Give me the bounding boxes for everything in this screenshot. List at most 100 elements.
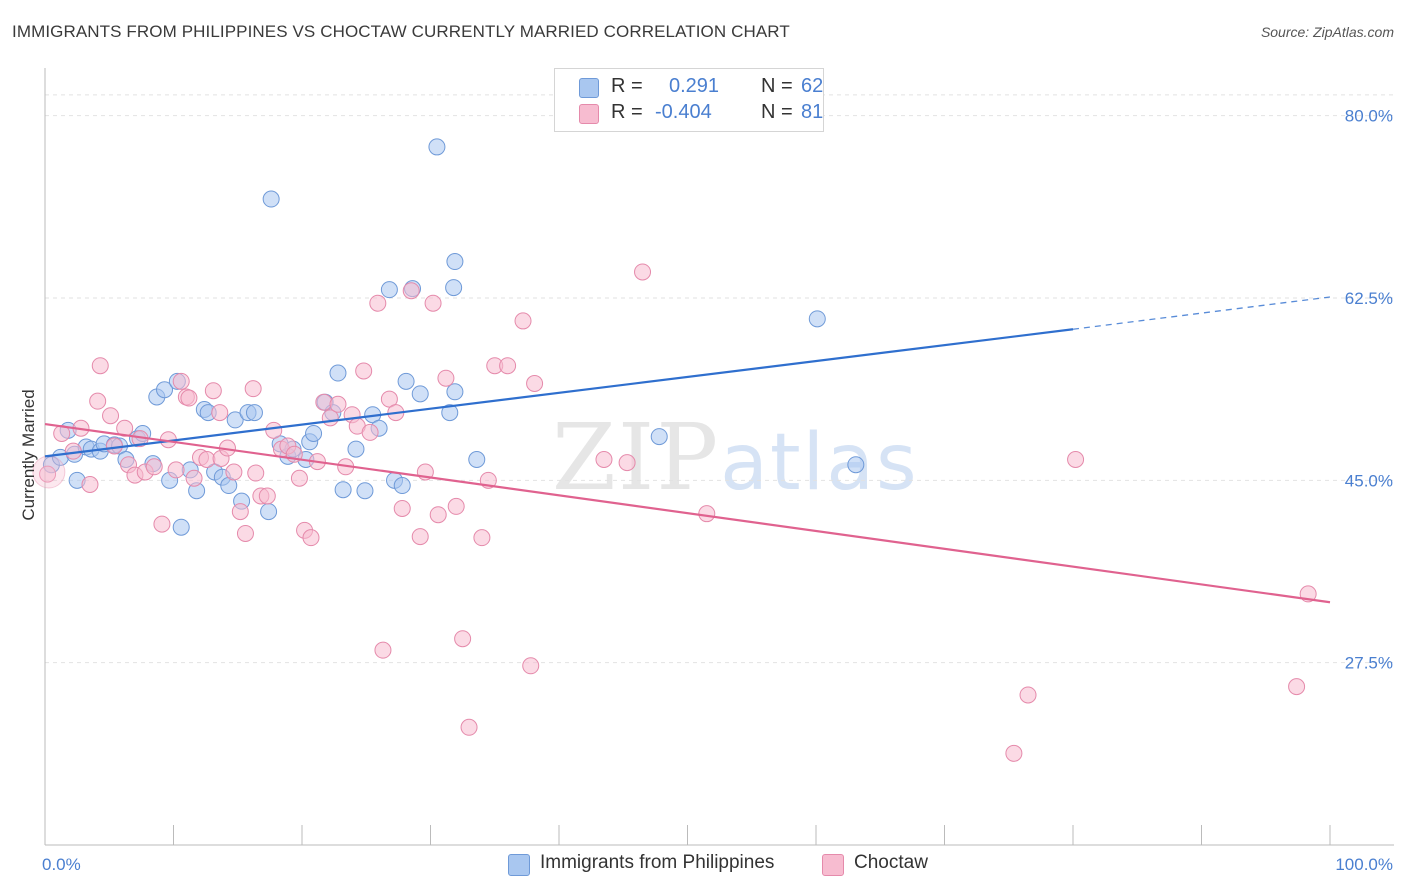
point-choctaw [499,357,517,375]
watermark: ZIPatlas [552,404,919,511]
point-philippines [245,404,263,422]
point-choctaw [185,469,203,487]
watermark-atlas: atlas [720,418,919,508]
correlation-legend: R = 0.291 N = 62 R = -0.404 N = 81 [554,68,824,132]
trend-line-philippines [44,328,1074,458]
point-choctaw [102,407,120,425]
point-choctaw [447,497,465,515]
point-choctaw [105,437,123,455]
point-choctaw [374,641,392,659]
point-choctaw [473,529,491,547]
point-philippines [380,281,398,299]
point-choctaw [258,487,276,505]
point-choctaw [290,469,308,487]
point-choctaw [526,374,544,392]
legend-swatch-choctaw [579,104,599,124]
point-choctaw [355,362,373,380]
point-choctaw [167,461,185,479]
point-philippines [172,518,190,536]
legend-n-label: N = [761,75,793,97]
point-philippines [650,428,668,446]
point-choctaw [89,392,107,410]
point-philippines [305,424,323,442]
y-tick-label: 62.5% [1345,289,1393,308]
legend-swatch-choctaw [822,854,844,876]
chart-title: IMMIGRANTS FROM PHILIPPINES VS CHOCTAW C… [12,22,790,41]
legend-swatch-philippines [508,854,530,876]
point-choctaw [1288,678,1306,696]
point-choctaw [81,476,99,494]
point-choctaw [1005,744,1023,762]
point-choctaw [429,506,447,524]
legend-r-value: -0.404 [655,101,712,123]
point-choctaw [1019,686,1037,704]
point-choctaw [411,528,429,546]
point-philippines [446,383,464,401]
point-choctaw [172,372,190,390]
point-choctaw [514,312,532,330]
point-choctaw [698,505,716,523]
point-philippines [260,503,278,521]
legend-n-label: N = [761,101,793,123]
legend-label-choctaw: Choctaw [854,852,928,873]
point-choctaw [634,263,652,281]
legend-r-label: R = [611,101,643,123]
axes [44,68,1394,846]
y-tick-label: 80.0% [1345,107,1393,126]
point-choctaw [180,389,198,407]
point-choctaw [225,463,243,481]
point-philippines [226,411,244,429]
point-choctaw [522,657,540,675]
legend-r-value: 0.291 [669,75,720,97]
y-tick-label: 45.0% [1345,471,1393,490]
point-philippines [411,385,429,403]
point-choctaw [369,294,387,312]
watermark-zip: ZIP [552,404,721,511]
point-choctaw [153,515,171,533]
tick-labels: 80.0% 62.5% 45.0% 27.5% 0.0% 100.0% [42,107,1393,874]
point-philippines [808,310,826,328]
y-axis-label: Currently Married [19,389,38,520]
legend-n-value: 62 [801,75,824,97]
point-choctaw [91,357,109,375]
point-choctaw [329,395,347,413]
legend-label-philippines: Immigrants from Philippines [540,852,775,873]
legend-swatch-philippines [579,78,599,98]
point-choctaw [265,421,283,439]
point-choctaw [198,451,216,468]
point-choctaw [618,454,636,472]
point-choctaw [116,419,134,437]
point-philippines [445,279,463,297]
point-philippines [441,404,459,422]
point-choctaw [454,630,472,648]
point-choctaw [211,404,229,422]
point-choctaw [231,503,249,521]
point-philippines [329,364,347,382]
point-philippines [397,372,415,390]
point-philippines [262,190,280,208]
point-philippines [468,451,486,468]
x-tick-label: 0.0% [42,855,81,874]
grid [45,94,1394,664]
point-choctaw [315,393,333,411]
x-tick-label: 100.0% [1335,855,1393,874]
y-tick-label: 27.5% [1345,654,1393,673]
trend-lines [44,296,1331,604]
point-choctaw [39,465,57,483]
point-choctaw [302,529,320,547]
point-choctaw [361,423,379,441]
legend-r-label: R = [611,75,643,97]
point-philippines [847,456,865,474]
point-philippines [428,138,446,156]
point-choctaw [402,282,420,300]
point-choctaw [145,458,163,476]
trend-line-extension [1072,296,1331,330]
source-credit: Source: ZipAtlas.com [1260,24,1394,40]
point-choctaw [393,499,411,517]
point-choctaw [424,294,442,312]
point-philippines [356,482,374,500]
point-choctaw [236,524,254,542]
trend-line-choctaw [44,422,1331,604]
point-philippines [334,481,352,499]
